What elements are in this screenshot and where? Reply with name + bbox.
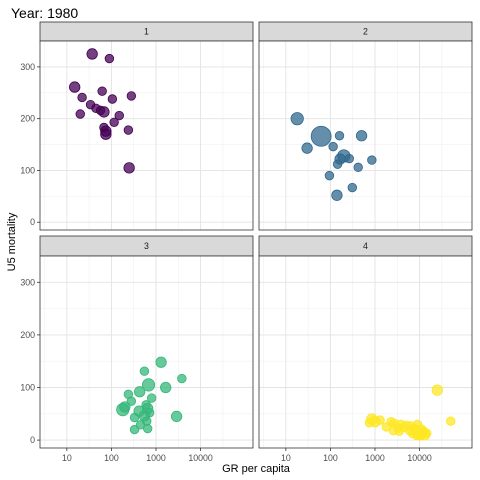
y-tick-label: 300 [20, 62, 35, 72]
data-point [142, 423, 153, 434]
data-point [355, 130, 368, 142]
data-point [146, 393, 157, 403]
panel-background [259, 256, 472, 448]
data-point [310, 125, 332, 147]
panel-border [258, 40, 473, 231]
x-tick-label: 10000 [188, 453, 213, 463]
x-tick-label: 1000 [365, 453, 385, 463]
data-point [331, 189, 343, 201]
data-point [334, 131, 345, 141]
panel-border [258, 255, 473, 449]
data-point [301, 142, 313, 154]
y-tick-label: 0 [30, 217, 35, 227]
data-point [394, 426, 404, 436]
facet-panel-3: 3 0 100 200 300 10 100 1000 10000 [20, 235, 254, 463]
y-axis-title: U5 mortality [6, 212, 18, 271]
data-point [75, 109, 85, 119]
facet-strip-label: 1 [144, 27, 149, 37]
data-point [139, 366, 150, 376]
panel-border [39, 255, 254, 449]
data-point [97, 86, 107, 96]
x-tick-label: 10000 [407, 453, 432, 463]
data-point [170, 410, 183, 423]
data-point [129, 412, 140, 423]
x-tick-label: 1000 [146, 453, 166, 463]
data-point [100, 128, 112, 140]
facet-strip-label: 4 [363, 241, 368, 251]
data-point [328, 141, 338, 152]
data-point [375, 415, 385, 425]
chart-title: Year: 1980 [11, 5, 78, 21]
data-point [114, 110, 124, 121]
data-point [155, 356, 167, 368]
data-point [324, 170, 335, 181]
facet-panel-4: 4 10 100 1000 10000 [258, 235, 473, 463]
data-point [290, 112, 304, 126]
y-tick-label: 200 [20, 114, 35, 124]
facet-panel-1: 1 0 100 200 300 [20, 21, 254, 231]
y-tick-label: 100 [20, 165, 35, 175]
y-tick-label: 200 [20, 330, 35, 340]
data-point [123, 125, 134, 135]
data-point [344, 153, 354, 164]
data-point [86, 48, 98, 60]
data-point [332, 159, 343, 169]
data-point [107, 94, 118, 104]
data-point [109, 117, 119, 127]
x-axis-title: GR per capita [222, 463, 291, 475]
y-tick-label: 300 [20, 277, 35, 287]
data-point [69, 81, 81, 93]
x-tick-label: 10 [281, 453, 291, 463]
data-point [126, 91, 137, 101]
panel-border [39, 40, 254, 231]
panel-background [40, 41, 253, 230]
data-point [116, 402, 130, 417]
data-point [134, 386, 146, 398]
data-point [446, 416, 456, 426]
data-point [414, 431, 425, 441]
data-point [177, 373, 187, 384]
facet-panel-2: 2 [258, 21, 473, 231]
data-point [364, 418, 375, 428]
y-tick-label: 100 [20, 383, 35, 393]
y-tick-label: 0 [30, 435, 35, 445]
data-point [126, 396, 137, 406]
data-point [98, 106, 110, 118]
data-point [77, 92, 87, 103]
x-tick-label: 10 [62, 453, 72, 463]
x-tick-label: 100 [323, 453, 338, 463]
data-point [104, 53, 115, 64]
data-point [431, 384, 443, 396]
x-tick-label: 100 [104, 453, 119, 463]
data-point [367, 155, 377, 165]
data-point [141, 378, 156, 392]
data-point [129, 424, 140, 435]
data-point [160, 381, 172, 394]
data-point [347, 182, 358, 193]
data-point [123, 162, 135, 174]
data-point [353, 162, 363, 173]
facet-strip-label: 2 [363, 27, 368, 37]
facet-strip-label: 3 [144, 241, 149, 251]
